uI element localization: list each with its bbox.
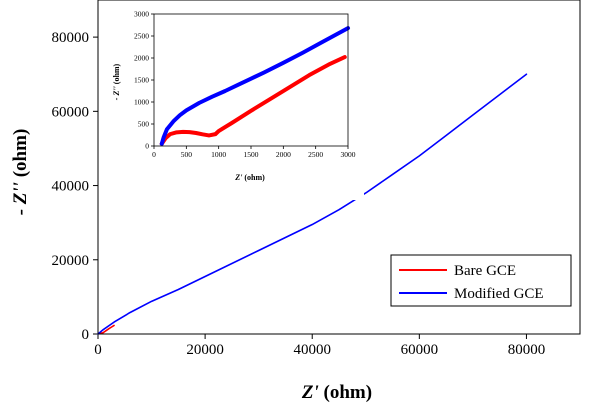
inset-y-tick-label: 1000 [134, 98, 149, 107]
inset-x-tick-label: 0 [152, 150, 156, 159]
inset-x-tick-label: 3000 [341, 150, 356, 159]
inset-y-tick-label: 3000 [134, 10, 149, 19]
inset-y-axis-ticks: 0 500 1000 1500 2000 2500 3000 [134, 10, 154, 151]
legend-label-bare-gce: Bare GCE [454, 263, 516, 279]
main-x-tick-label: 40000 [293, 342, 331, 358]
inset-plot-area-frame [153, 13, 349, 147]
inset-x-tick-label: 1000 [211, 150, 226, 159]
legend-label-modified-gce: Modified GCE [454, 286, 544, 302]
inset-x-axis-title-symbol: Z' [234, 173, 243, 182]
inset-x-axis-title-unit: (ohm) [244, 173, 265, 182]
inset-series-modified-gce [159, 26, 350, 146]
main-x-axis-ticks: 0 20000 40000 60000 80000 [94, 334, 545, 358]
main-y-axis-title: - Z'' (ohm) [10, 129, 31, 216]
main-x-tick-label: 0 [94, 342, 102, 358]
inset-y-axis-title: - Z'' (ohm) [112, 63, 121, 100]
main-x-tick-label: 80000 [508, 342, 546, 358]
main-y-axis-title-unit: (ohm) [10, 129, 31, 178]
inset-x-tick-label: 1500 [244, 150, 259, 159]
main-y-tick-label: 80000 [52, 30, 90, 46]
inset-x-tick-label: 2000 [276, 150, 291, 159]
main-y-tick-label: 60000 [52, 104, 90, 120]
main-series-modified-gce [97, 73, 528, 335]
main-x-tick-label: 20000 [186, 342, 224, 358]
main-x-tick-label: 60000 [401, 342, 439, 358]
inset-plot: 0 500 1000 1500 2000 2500 3000 0 500 1000 1500 200… [112, 8, 364, 200]
inset-y-tick-label: 500 [138, 120, 150, 129]
main-x-axis-title-unit: (ohm) [324, 382, 373, 403]
main-y-tick-label: 20000 [52, 253, 90, 269]
main-series-lines [97, 73, 528, 335]
main-plot-area-frame [97, 0, 581, 335]
main-y-tick-label: 0 [82, 327, 90, 343]
legend: Bare GCE Modified GCE [390, 254, 572, 307]
legend-box [390, 254, 572, 307]
inset-y-tick-label: 2000 [134, 54, 149, 63]
main-y-axis-ticks: 0 20000 40000 60000 80000 [52, 30, 98, 343]
inset-x-axis-title: Z' (ohm) [234, 173, 265, 182]
main-y-axis-title-symbol: - Z'' [10, 182, 31, 215]
inset-series-lines [159, 26, 350, 146]
inset-y-axis-title-unit: (ohm) [112, 63, 121, 84]
main-y-tick-label: 40000 [52, 179, 90, 195]
inset-y-tick-label: 0 [145, 142, 149, 151]
main-x-axis-title-symbol: Z' [301, 382, 319, 403]
main-x-axis-title: Z' (ohm) [301, 382, 372, 403]
inset-x-axis-ticks: 0 500 1000 1500 2000 2500 3000 [152, 146, 356, 159]
inset-x-tick-label: 500 [181, 150, 193, 159]
inset-series-bare-gce [159, 55, 347, 146]
inset-y-axis-title-symbol: - Z'' [112, 85, 121, 100]
inset-y-tick-label: 2500 [134, 32, 149, 41]
inset-y-tick-label: 1500 [134, 76, 149, 85]
inset-x-tick-label: 2500 [308, 150, 323, 159]
